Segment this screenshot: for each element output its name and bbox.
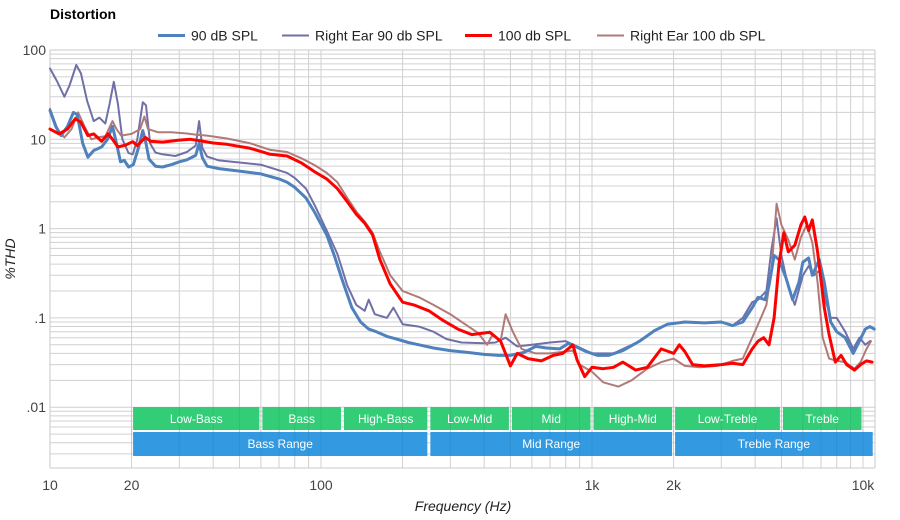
grid xyxy=(49,49,876,469)
range-band-treble-range xyxy=(675,432,873,456)
series-lines xyxy=(48,64,876,388)
x-tick-label: 2k xyxy=(666,477,682,493)
y-tick-label: .1 xyxy=(34,310,46,326)
x-tick-label: 1k xyxy=(585,477,601,493)
legend-item[interactable]: Right Ear 90 db SPL xyxy=(282,28,443,44)
legend-item[interactable]: Right Ear 100 db SPL xyxy=(597,28,766,44)
sub-band-low-mid xyxy=(430,407,509,430)
sub-band-label: Bass xyxy=(288,412,315,426)
chart-title: Distortion xyxy=(50,6,116,22)
range-band-label: Bass Range xyxy=(248,437,314,451)
sub-band-label: Treble xyxy=(805,412,839,426)
series-line-right-ear-90-db-spl xyxy=(49,64,871,355)
series-line-right-ear-100-db-spl xyxy=(49,107,872,388)
legend-item[interactable]: 100 db SPL xyxy=(465,28,571,44)
series-line-100-db-spl xyxy=(48,117,874,379)
axis-ticks: 10 20 100 1k 2k 10k 100 10 1 .1 .01 xyxy=(23,42,876,493)
legend-label: 100 db SPL xyxy=(498,28,571,44)
x-axis-label: Frequency (Hz) xyxy=(415,498,511,514)
y-tick-label: 10 xyxy=(30,131,46,147)
sub-band-label: Low-Mid xyxy=(447,412,492,426)
y-tick-label: .01 xyxy=(27,399,47,415)
legend-label: 90 dB SPL xyxy=(191,28,258,44)
series-line-90-db-spl xyxy=(48,109,876,357)
x-tick-label: 10 xyxy=(42,477,58,493)
x-tick-label: 10k xyxy=(852,477,876,493)
legend: 90 dB SPL Right Ear 90 db SPL 100 db SPL Ri… xyxy=(158,28,766,44)
sub-band-label: High-Bass xyxy=(358,412,413,426)
range-band-label: Treble Range xyxy=(738,437,811,451)
sub-band-label: Low-Treble xyxy=(698,412,758,426)
legend-item[interactable]: 90 dB SPL xyxy=(158,28,258,44)
sub-band-label: High-Mid xyxy=(609,412,657,426)
range-band-mid-range xyxy=(430,432,673,456)
sub-band-label: Low-Bass xyxy=(170,412,223,426)
legend-label: Right Ear 90 db SPL xyxy=(315,28,443,44)
legend-label: Right Ear 100 db SPL xyxy=(630,28,766,44)
x-tick-label: 20 xyxy=(124,477,140,493)
sub-band-treble xyxy=(782,407,862,430)
range-band-bass-range xyxy=(133,432,428,456)
sub-band-low-bass xyxy=(133,407,260,430)
y-tick-label: 1 xyxy=(38,221,46,237)
frequency-bands: Low-Bass Bass High-Bass Low-Mid Mid High-Mid L… xyxy=(131,407,873,456)
sub-band-high-bass xyxy=(343,407,428,430)
sub-band-bass xyxy=(262,407,341,430)
x-tick-label: 100 xyxy=(309,477,333,493)
sub-band-label: Mid xyxy=(542,412,561,426)
y-tick-label: 100 xyxy=(23,42,47,58)
sub-band-high-mid xyxy=(593,407,673,430)
sub-band-mid xyxy=(511,407,591,430)
y-axis-label: %THD xyxy=(2,238,18,279)
sub-band-low-treble xyxy=(675,407,780,430)
range-band-label: Mid Range xyxy=(522,437,580,451)
